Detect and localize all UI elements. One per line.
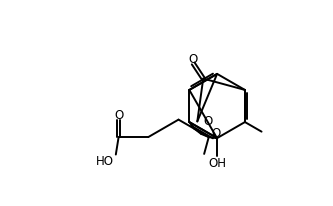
Text: O: O: [114, 108, 123, 121]
Text: OH: OH: [208, 156, 226, 169]
Text: O: O: [212, 126, 221, 139]
Text: HO: HO: [96, 154, 114, 167]
Text: O: O: [188, 53, 198, 66]
Text: O: O: [203, 114, 212, 127]
